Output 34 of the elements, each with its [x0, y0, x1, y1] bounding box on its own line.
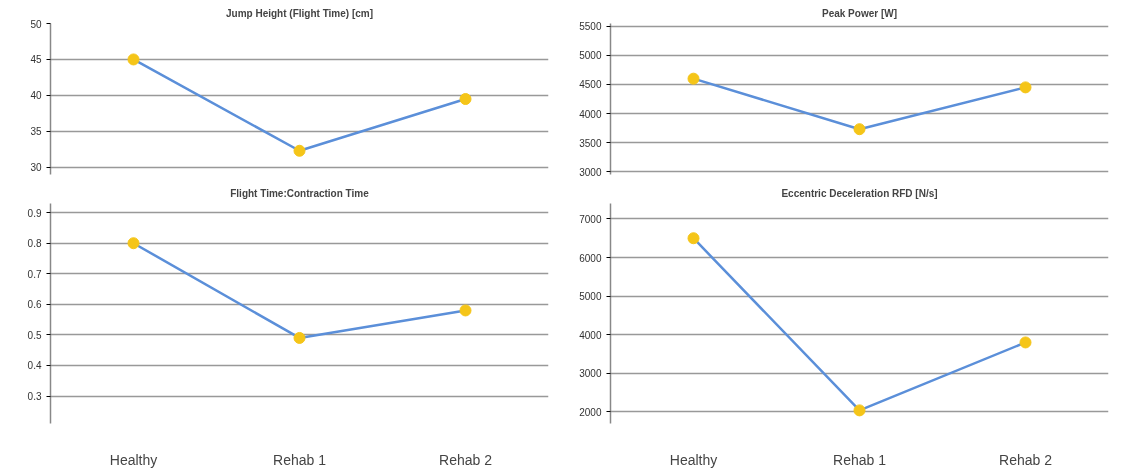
y-tick-label: 5500: [579, 21, 602, 33]
y-tick-label: 45: [30, 54, 42, 66]
y-tick-label: 3500: [579, 137, 602, 149]
y-tick-label: 35: [30, 126, 42, 138]
chart-title: Eccentric Deceleration RFD [N/s]: [781, 187, 938, 199]
y-tick-label: 40: [30, 90, 42, 102]
y-tick-label: 5000: [579, 291, 602, 303]
y-tick-label: 0.7: [27, 268, 42, 280]
y-tick-label: 4000: [579, 329, 602, 341]
y-tick-label: 0.9: [27, 207, 42, 219]
y-tick-label: 3000: [579, 166, 602, 178]
chart-title: Jump Height (Flight Time) [cm]: [225, 7, 374, 19]
x-tick-label: Rehab 2: [439, 451, 493, 468]
y-tick-label: 7000: [579, 213, 602, 225]
y-tick-label: 5000: [579, 50, 602, 62]
x-tick-label: Rehab 1: [833, 451, 887, 468]
y-tick-label: 0.4: [27, 360, 42, 372]
y-tick-label: 0.5: [27, 329, 42, 341]
y-tick-label: 0.8: [27, 238, 42, 250]
x-tick-label: Rehab 1: [273, 451, 327, 468]
chart-title: Peak Power [W]: [821, 7, 898, 19]
y-tick-label: 4000: [579, 108, 602, 120]
y-tick-label: 30: [30, 162, 42, 174]
x-tick-label: Rehab 2: [999, 451, 1053, 468]
x-tick-label: Healthy: [109, 451, 158, 468]
y-tick-label: 3000: [579, 368, 602, 380]
y-tick-label: 2000: [579, 406, 602, 418]
y-tick-label: 6000: [579, 252, 602, 264]
x-tick-label: Healthy: [669, 451, 718, 468]
chart-title: Flight Time:Contraction Time: [230, 187, 370, 199]
y-tick-label: 4500: [579, 79, 602, 91]
y-tick-label: 0.3: [27, 391, 42, 402]
y-tick-label: 50: [30, 18, 42, 30]
y-tick-label: 0.6: [27, 299, 42, 311]
